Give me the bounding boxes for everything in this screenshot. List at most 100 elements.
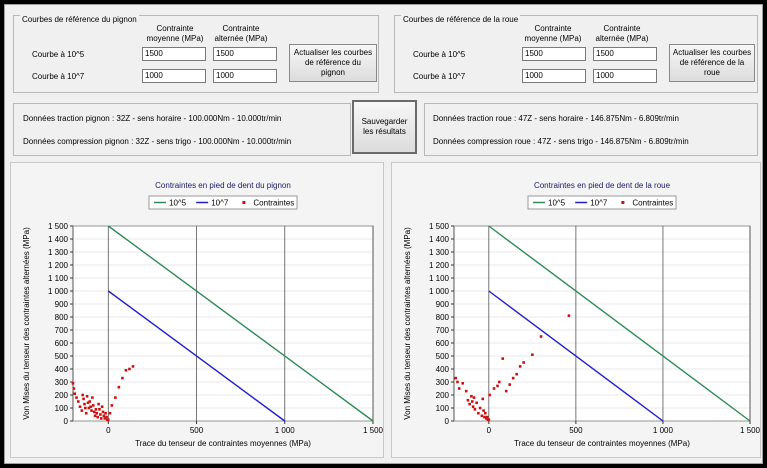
y-tick-label: 1 300	[48, 248, 69, 257]
series-line-10^7	[488, 290, 664, 422]
data-point	[110, 404, 114, 407]
y-tick-label: 0	[64, 417, 69, 426]
data-point	[131, 365, 135, 368]
data-point	[508, 383, 512, 386]
y-tick-label: 1 500	[429, 222, 450, 231]
y-tick-label: 0	[445, 417, 450, 426]
wheel-traction-text: Données traction roue : 47Z - sens horai…	[433, 114, 679, 123]
x-tick-label: 1 000	[275, 426, 296, 435]
data-point	[96, 415, 100, 419]
wheel-1e7-mean-input[interactable]: 1000	[522, 69, 586, 83]
x-axis-label: Trace du tenseur de contraintes moyennes…	[135, 439, 311, 448]
x-tick-label: 500	[190, 426, 204, 435]
y-tick-label: 200	[55, 391, 69, 400]
y-tick-label: 800	[55, 313, 69, 322]
data-point	[473, 408, 477, 411]
y-tick-label: 1 200	[48, 261, 69, 270]
pinion-stress-chart: Contraintes en pied de dent du pignon 10^…	[22, 181, 384, 448]
y-tick-label: 1 400	[429, 235, 450, 244]
y-tick-label: 900	[436, 300, 450, 309]
data-point	[531, 353, 534, 356]
x-tick-label: 0	[106, 426, 111, 435]
legend-label-10^5: 10^5	[169, 199, 187, 208]
data-point	[88, 400, 92, 403]
update-pinion-curves-button[interactable]: Actualiser les courbes de référence du p…	[289, 44, 377, 82]
data-point	[76, 400, 80, 403]
update-wheel-curves-button[interactable]: Actualiser les courbes de référence de l…	[669, 44, 755, 82]
pinion-1e7-mean-input[interactable]: 1000	[142, 69, 206, 83]
data-point	[501, 357, 505, 360]
pinion-col-alt-header: Contrainte alternée (MPa)	[214, 24, 268, 43]
series-line-10^5	[107, 225, 374, 422]
x-tick-label: 1 000	[653, 426, 674, 435]
wheel-data-box: Données traction roue : 47Z - sens horai…	[424, 103, 758, 156]
data-point	[480, 414, 484, 418]
pinion-traction-text: Données traction pignon : 32Z - sens hor…	[23, 114, 282, 123]
y-tick-label: 800	[436, 313, 450, 322]
y-axis-label: Von Mises du tenseur des contraintes alt…	[22, 227, 31, 420]
y-tick-label: 500	[55, 352, 69, 361]
legend-label-10^5: 10^5	[548, 199, 566, 208]
data-point	[457, 387, 461, 390]
data-point	[97, 402, 100, 406]
wheel-col-alt-header: Contrainte alternée (MPa)	[595, 24, 649, 43]
data-point	[89, 405, 92, 408]
pinion-reference-group: Courbes de référence du pignon Contraint…	[13, 15, 379, 93]
x-tick-label: 0	[487, 426, 492, 435]
data-point	[117, 385, 121, 389]
data-point	[492, 387, 496, 390]
wheel-1e5-alt-input[interactable]: 1500	[593, 47, 657, 61]
data-point	[87, 406, 91, 410]
data-point	[472, 396, 476, 399]
data-point	[94, 408, 98, 411]
data-point	[464, 389, 468, 393]
wheel-row2-label: Courbe à 10^7	[413, 72, 466, 81]
data-point	[82, 397, 85, 401]
data-point	[539, 335, 543, 338]
data-point	[124, 369, 128, 372]
y-tick-label: 300	[55, 378, 69, 387]
data-point	[496, 384, 499, 388]
data-point	[103, 417, 107, 420]
y-tick-label: 1 100	[429, 274, 450, 283]
wheel-row1-label: Courbe à 10^5	[413, 50, 466, 59]
wheel-col-mean-header: Contrainte moyenne (MPa)	[524, 24, 582, 43]
data-point	[78, 405, 82, 408]
pinion-1e5-mean-input[interactable]: 1500	[142, 47, 206, 61]
legend-swatch-Contraintes	[621, 201, 625, 204]
wheel-compression-text: Données compression roue : 47Z - sens tr…	[433, 137, 689, 146]
data-point	[456, 380, 459, 384]
data-point	[484, 411, 487, 415]
data-point	[477, 411, 480, 415]
y-tick-label: 100	[55, 404, 69, 413]
data-point	[483, 415, 486, 419]
data-point	[515, 372, 518, 376]
wheel-1e7-alt-input[interactable]: 1000	[593, 69, 657, 83]
y-tick-label: 600	[55, 339, 69, 348]
data-point	[90, 409, 93, 412]
wheel-reference-group: Courbes de référence de la roue Contrain…	[394, 15, 758, 93]
y-tick-label: 1 000	[429, 287, 450, 296]
data-point	[99, 413, 102, 416]
pinion-data-box: Données traction pignon : 32Z - sens hor…	[13, 103, 351, 156]
wheel-1e5-mean-input[interactable]: 1500	[522, 47, 586, 61]
data-point	[95, 411, 99, 415]
data-point	[470, 395, 473, 398]
save-results-button[interactable]: Sauvegarder les résultats	[352, 100, 417, 154]
data-point	[102, 414, 106, 418]
x-axis-label: Trace du tenseur de contraintes moyennes…	[514, 439, 690, 448]
data-point	[84, 411, 88, 415]
data-point	[482, 409, 485, 412]
data-point	[488, 393, 491, 397]
y-axis-label: Von Mises du tenseur des contraintes alt…	[403, 227, 412, 420]
legend-swatch-Contraintes	[242, 201, 246, 204]
data-point	[518, 365, 522, 368]
data-point	[121, 376, 124, 380]
data-point	[85, 395, 89, 398]
pinion-compression-text: Données compression pignon : 32Z - sens …	[23, 137, 292, 146]
pinion-1e5-alt-input[interactable]: 1500	[213, 47, 277, 61]
y-tick-label: 1 200	[429, 261, 450, 270]
pinion-1e7-alt-input[interactable]: 1000	[213, 69, 277, 83]
data-point	[80, 409, 84, 412]
x-tick-label: 500	[569, 426, 583, 435]
